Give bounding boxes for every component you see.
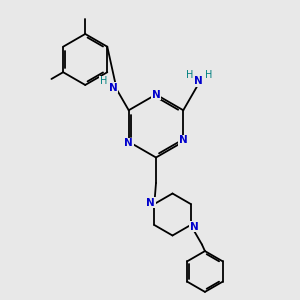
Text: N: N (124, 138, 133, 148)
Text: H: H (100, 76, 107, 86)
Text: N: N (190, 221, 199, 232)
Text: N: N (194, 76, 203, 86)
Text: H: H (205, 70, 212, 80)
Text: N: N (146, 197, 155, 208)
Text: H: H (186, 70, 193, 80)
Text: N: N (179, 135, 188, 145)
Text: N: N (109, 83, 118, 93)
Text: N: N (152, 89, 160, 100)
